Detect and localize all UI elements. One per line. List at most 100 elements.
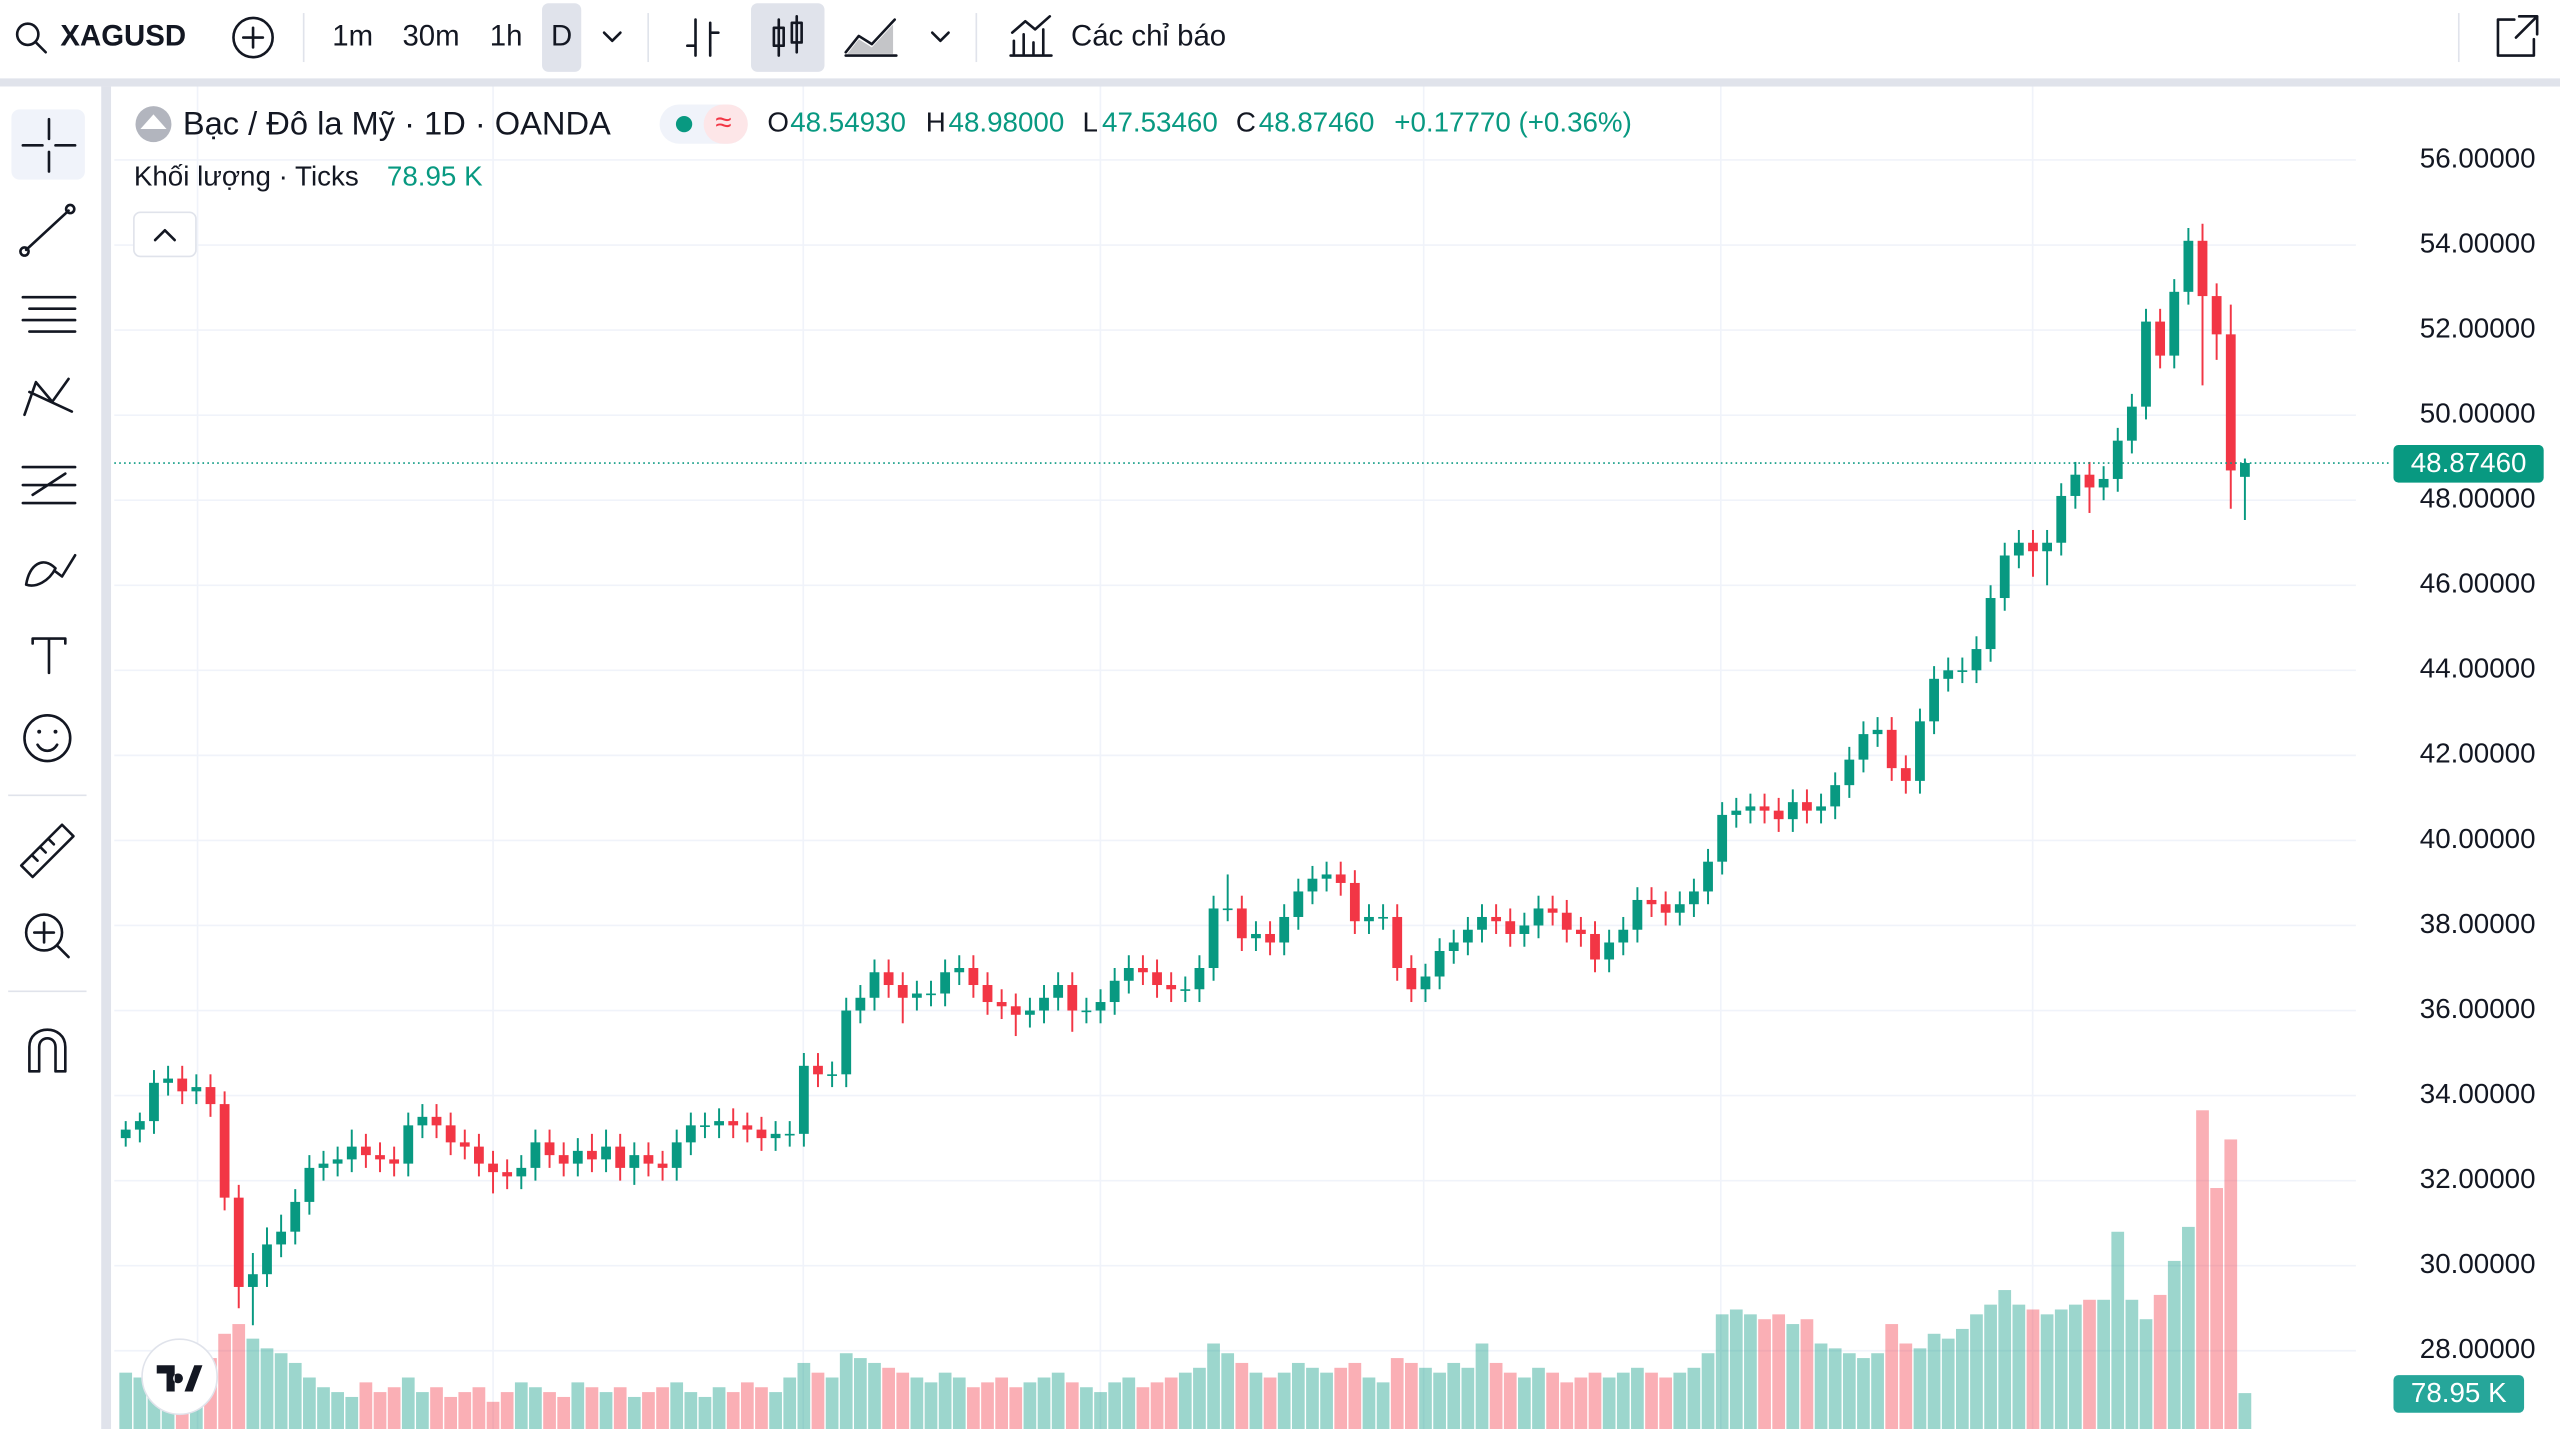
volume-bar xyxy=(1532,1367,1545,1429)
volume-bar xyxy=(359,1382,373,1429)
volume-bar xyxy=(1150,1382,1164,1429)
candle-body xyxy=(742,1125,753,1130)
candle-body xyxy=(1378,916,1388,919)
volume-bar xyxy=(1659,1377,1673,1429)
volume-bar xyxy=(938,1372,952,1429)
volume-bar xyxy=(331,1392,344,1429)
candle-body xyxy=(431,1116,442,1126)
candle-body xyxy=(191,1087,202,1092)
candle-body xyxy=(1985,598,1996,650)
volume-bar xyxy=(783,1377,797,1429)
candle-body xyxy=(219,1104,230,1198)
text-tool[interactable] xyxy=(31,637,67,675)
volume-bar xyxy=(1291,1362,1305,1429)
market-open-dot xyxy=(675,115,693,133)
volume-bar xyxy=(2012,1304,2026,1429)
volume-bar xyxy=(1574,1377,1588,1429)
trendline-tool[interactable] xyxy=(24,209,70,252)
fullscreen-icon[interactable] xyxy=(2496,15,2539,57)
candle-body xyxy=(1152,972,1162,986)
brush-tool[interactable] xyxy=(24,553,77,587)
volume-bar xyxy=(1645,1372,1658,1429)
projection-tool[interactable] xyxy=(21,465,77,505)
chart-type-dropdown[interactable] xyxy=(930,31,950,43)
candle-body xyxy=(1957,670,1968,672)
candle-body xyxy=(1787,802,1798,820)
volume-bar xyxy=(1136,1387,1150,1429)
volume-bar xyxy=(670,1382,684,1429)
interval[interactable]: 30m xyxy=(402,19,459,52)
candle-body xyxy=(445,1125,456,1143)
candle-body xyxy=(1929,678,1939,722)
indicators-icon[interactable] xyxy=(1009,15,1053,57)
interval-dropdown[interactable] xyxy=(602,31,622,43)
area-icon[interactable] xyxy=(844,18,898,57)
candle-body xyxy=(2028,542,2038,552)
collapse-legend-button[interactable] xyxy=(133,211,197,258)
indicators-button[interactable]: Các chỉ báo xyxy=(1071,19,1226,52)
candle-body xyxy=(1971,649,1982,671)
candle-body xyxy=(841,1010,852,1075)
candle-body xyxy=(784,1133,795,1136)
zoom-tool[interactable] xyxy=(24,913,64,952)
volume-bar xyxy=(260,1348,274,1429)
crosshair-tool[interactable] xyxy=(21,117,77,173)
candle-body xyxy=(657,1163,668,1168)
candle-body xyxy=(685,1125,696,1143)
candle-body xyxy=(1039,997,1049,1011)
interval[interactable]: 1h xyxy=(490,19,523,52)
volume-bar xyxy=(2167,1260,2181,1429)
pattern-tool[interactable] xyxy=(23,377,74,417)
candle-body xyxy=(502,1172,513,1177)
candle-body xyxy=(1335,874,1346,883)
candle-body xyxy=(262,1244,272,1275)
candle-body xyxy=(2084,474,2095,488)
bars-icon[interactable] xyxy=(686,18,720,57)
candle-body xyxy=(1279,916,1290,943)
volume-bar xyxy=(458,1392,472,1429)
volume-bar xyxy=(1772,1314,1786,1429)
candle-body xyxy=(1067,985,1078,1011)
volume-bar xyxy=(910,1377,924,1429)
volume-bar xyxy=(882,1367,895,1429)
y-tick-label: 48.00000 xyxy=(2420,483,2536,514)
candle-body xyxy=(2056,495,2067,543)
y-tick-label: 52.00000 xyxy=(2420,312,2536,343)
add-symbol-button[interactable] xyxy=(232,16,274,59)
candle-body xyxy=(1858,734,1869,760)
candles-icon-body xyxy=(772,26,785,48)
candle-body xyxy=(2098,478,2109,488)
interval[interactable]: D xyxy=(551,19,572,52)
candle-body xyxy=(2042,542,2053,552)
emoji-tool[interactable] xyxy=(23,714,72,763)
volume-bar xyxy=(1108,1382,1122,1429)
magnet-tool[interactable] xyxy=(28,1028,67,1073)
fib-tool[interactable] xyxy=(21,295,77,333)
ruler-tool[interactable] xyxy=(19,823,75,879)
volume-bar xyxy=(2153,1294,2167,1429)
symbol[interactable]: XAGUSD xyxy=(60,19,186,52)
volume-bar xyxy=(1701,1353,1715,1429)
volume-bar xyxy=(1065,1382,1079,1429)
candle-body xyxy=(883,972,894,986)
volume-bar xyxy=(557,1396,571,1429)
candle-body xyxy=(798,1065,809,1134)
volume-bar xyxy=(1122,1377,1136,1429)
candle-body xyxy=(233,1197,244,1287)
candle-body xyxy=(163,1078,173,1083)
candle-body xyxy=(2211,296,2222,335)
candle-body xyxy=(403,1125,414,1164)
candle-body xyxy=(417,1116,428,1126)
volume-badge xyxy=(2393,1375,2525,1413)
candle-body xyxy=(1307,878,1318,892)
candle-body xyxy=(1109,980,1120,1003)
zoom-icon xyxy=(32,921,70,959)
volume-bar xyxy=(924,1382,938,1429)
symbol-logo-mark xyxy=(140,114,167,130)
y-tick-label: 50.00000 xyxy=(2420,397,2536,428)
interval[interactable]: 1m xyxy=(332,19,373,52)
volume-bar xyxy=(1786,1324,1800,1429)
candle-body xyxy=(1575,929,1586,934)
volume-bar xyxy=(1927,1333,1941,1429)
search-icon[interactable] xyxy=(15,22,40,47)
